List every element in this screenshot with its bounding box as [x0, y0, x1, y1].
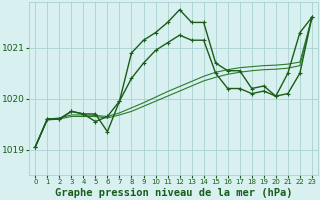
X-axis label: Graphe pression niveau de la mer (hPa): Graphe pression niveau de la mer (hPa) [55, 188, 292, 198]
